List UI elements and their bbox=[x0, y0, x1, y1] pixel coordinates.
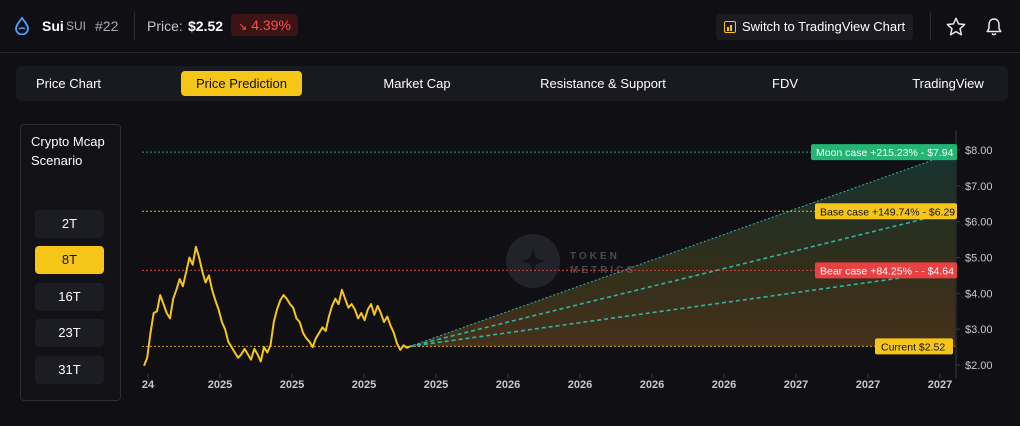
tab-resistance-support[interactable]: Resistance & Support bbox=[540, 76, 666, 91]
y-tick-label: $4.00 bbox=[965, 288, 993, 300]
x-tick-label: 2025 bbox=[280, 379, 304, 391]
scenario-option-16t[interactable]: 16T bbox=[35, 283, 104, 311]
watermark-line2: METRICS bbox=[570, 265, 636, 276]
scenario-option-2t[interactable]: 2T bbox=[35, 210, 104, 238]
down-arrow-icon: ↘ bbox=[238, 21, 248, 33]
star-icon[interactable] bbox=[945, 16, 967, 38]
header-divider bbox=[930, 12, 931, 40]
x-tick-label: 2026 bbox=[712, 379, 736, 391]
price-change-value: 4.39% bbox=[251, 17, 291, 33]
header-divider bbox=[134, 12, 135, 40]
scenario-option-23t[interactable]: 23T bbox=[35, 319, 104, 347]
current-price-tag bbox=[875, 338, 953, 355]
y-tick-label: $8.00 bbox=[965, 145, 993, 157]
y-tick-label: $6.00 bbox=[965, 217, 993, 229]
x-tick-label: 2026 bbox=[640, 379, 664, 391]
coin-rank: #22 bbox=[95, 18, 119, 34]
tab-market-cap[interactable]: Market Cap bbox=[383, 76, 451, 91]
y-tick-label: $5.00 bbox=[965, 253, 993, 265]
x-tick-label: 2026 bbox=[568, 379, 592, 391]
price-history-line bbox=[143, 245, 411, 367]
scenario-tag-label: Moon case +215.23% - $7.94 bbox=[816, 147, 954, 159]
projection-line bbox=[409, 269, 956, 348]
tradingview-chart-icon bbox=[724, 21, 736, 33]
y-tick-label: $7.00 bbox=[965, 181, 993, 193]
bell-icon[interactable] bbox=[985, 17, 1003, 37]
scenario-option-31t[interactable]: 31T bbox=[35, 356, 104, 384]
x-tick-label: 24 bbox=[142, 379, 155, 391]
scenario-tag-label: Base case +149.74% - $6.29 bbox=[820, 206, 955, 218]
y-tick-label: $2.00 bbox=[965, 360, 993, 372]
tab-fdv[interactable]: FDV bbox=[772, 76, 798, 91]
tokenmetrics-watermark: TOKEN METRICS bbox=[506, 234, 636, 288]
x-tick-label: 2025 bbox=[208, 379, 232, 391]
price-change-badge: ↘ 4.39% bbox=[231, 14, 298, 36]
x-tick-label: 2027 bbox=[784, 379, 808, 391]
projection-line bbox=[409, 151, 956, 347]
projection-line bbox=[409, 210, 956, 348]
switch-button-label: Switch to TradingView Chart bbox=[742, 19, 906, 34]
coin-name: Sui bbox=[42, 18, 64, 34]
sui-drop-icon bbox=[15, 17, 29, 35]
scenario-tag bbox=[811, 144, 957, 161]
chart-tabs: Price Chart Price Prediction Market Cap … bbox=[16, 66, 1008, 101]
tab-price-prediction[interactable]: Price Prediction bbox=[181, 71, 302, 96]
watermark-line1: TOKEN bbox=[570, 251, 620, 262]
scenario-option-8t[interactable]: 8T bbox=[35, 246, 104, 274]
price-label: Price: bbox=[147, 18, 183, 34]
scenario-tag bbox=[815, 203, 957, 220]
price-value: $2.52 bbox=[188, 18, 224, 34]
x-tick-label: 2027 bbox=[928, 379, 952, 391]
watermark-star-icon bbox=[521, 249, 545, 273]
scenario-title: Crypto Mcap Scenario bbox=[31, 134, 105, 168]
crypto-mcap-scenario-panel: Crypto Mcap Scenario 2T 8T 16T 23T 31T bbox=[20, 124, 121, 401]
scenario-tag-label: Bear case +84.25% - - $4.64 bbox=[820, 265, 954, 277]
coin-symbol: SUI bbox=[66, 19, 87, 33]
x-tick-label: 2027 bbox=[856, 379, 880, 391]
x-tick-label: 2026 bbox=[496, 379, 520, 391]
scenario-tag bbox=[815, 262, 957, 279]
x-tick-label: 2025 bbox=[424, 379, 448, 391]
switch-to-tradingview-button[interactable]: Switch to TradingView Chart bbox=[716, 14, 914, 40]
tab-tradingview[interactable]: TradingView bbox=[912, 76, 984, 91]
tab-price-chart[interactable]: Price Chart bbox=[35, 76, 102, 91]
current-price-label: Current $2.52 bbox=[881, 341, 945, 353]
x-tick-label: 2025 bbox=[352, 379, 376, 391]
y-tick-label: $3.00 bbox=[965, 324, 993, 336]
header-bar: Sui SUI #22 Price: $2.52 ↘ 4.39% Switch t… bbox=[0, 0, 1020, 53]
